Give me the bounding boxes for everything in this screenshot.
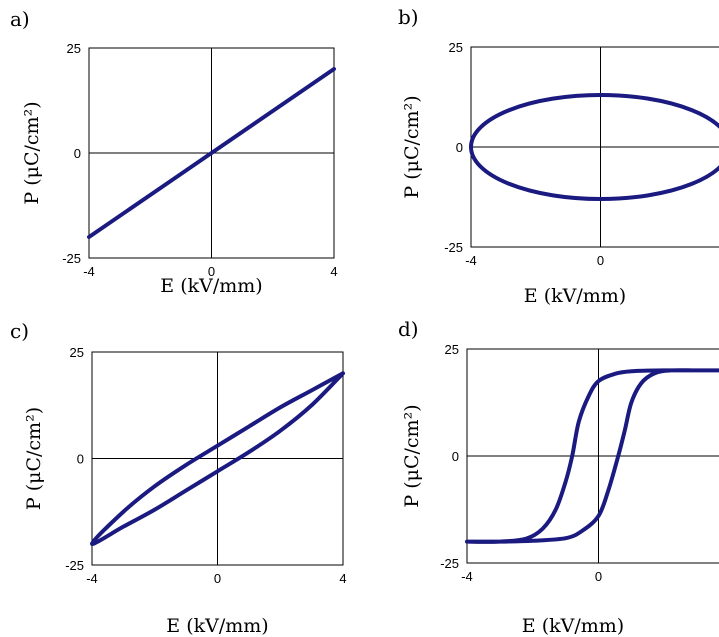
series-curve — [90, 371, 345, 546]
chart-panel-3: c) 25 0 -25-4 0 4 E (kV/mm) P (μC/cm²) — [10, 319, 347, 637]
x-axis-title: E (kV/mm) — [166, 615, 268, 637]
series-curve — [469, 93, 719, 201]
y-tick-label: -25 — [440, 556, 459, 571]
chart-panel-1: a) 25 0 -25-4 0 4 E (kV/mm) P (μC/cm²) — [10, 7, 338, 297]
x-tick-label: 4 — [330, 264, 337, 279]
y-tick-label: 0 — [452, 449, 459, 464]
y-axis-title: P (μC/cm²) — [21, 101, 43, 204]
x-tick-label: -4 — [86, 571, 98, 586]
y-tick-label: -25 — [444, 240, 463, 255]
series-curve — [87, 67, 336, 239]
y-tick-label: 0 — [456, 140, 463, 155]
x-tick-label: -4 — [465, 253, 477, 268]
y-axis-title: P (μC/cm²) — [23, 407, 45, 510]
y-tick-label: 25 — [445, 342, 459, 357]
panel-label: d) — [398, 317, 419, 341]
x-tick-label: 4 — [339, 571, 346, 586]
y-tick-label: 25 — [67, 41, 81, 56]
x-tick-label: 0 — [214, 571, 221, 586]
y-tick-label: 25 — [70, 345, 84, 360]
x-tick-label: 0 — [208, 264, 215, 279]
x-tick-label: -4 — [461, 569, 473, 584]
y-tick-label: -25 — [65, 558, 84, 573]
x-tick-label: 0 — [597, 253, 604, 268]
y-tick-label: 0 — [74, 146, 81, 161]
x-tick-label: 0 — [595, 569, 602, 584]
y-axis-title: P (μC/cm²) — [401, 404, 423, 507]
x-tick-label: -4 — [83, 264, 95, 279]
panel-label: b) — [398, 5, 419, 29]
y-tick-label: 0 — [77, 452, 84, 467]
panel-label: c) — [10, 319, 29, 343]
x-axis-title: E (kV/mm) — [522, 615, 624, 637]
series-curve — [465, 368, 719, 544]
y-tick-label: 25 — [449, 40, 463, 55]
panel-label: a) — [10, 7, 30, 31]
x-axis-title: E (kV/mm) — [160, 275, 262, 297]
x-axis-title: E (kV/mm) — [524, 285, 626, 307]
y-axis-title: P (μC/cm²) — [401, 95, 423, 198]
y-tick-label: -25 — [62, 251, 81, 266]
